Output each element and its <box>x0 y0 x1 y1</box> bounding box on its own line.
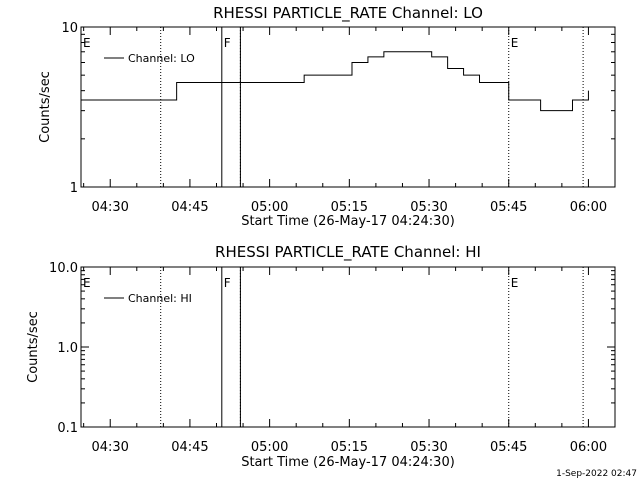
y-tick-label-hi: 1.0 <box>57 341 78 356</box>
x-tick-label-lo: 05:00 <box>251 200 288 215</box>
event-marker-e-hi: E <box>511 276 519 290</box>
event-marker-e-lo: E <box>511 36 519 50</box>
y-axis-label-hi: Counts/sec <box>26 311 41 383</box>
x-tick-label-hi: 05:30 <box>410 440 447 455</box>
x-tick-label-lo: 04:45 <box>171 200 208 215</box>
x-tick-label-hi: 05:45 <box>490 440 527 455</box>
event-marker-e-lo: E <box>83 36 91 50</box>
event-marker-f-lo: F <box>224 36 231 50</box>
x-tick-label-lo: 04:30 <box>91 200 128 215</box>
event-marker-f-hi: F <box>224 276 231 290</box>
series-line-lo <box>81 51 589 112</box>
x-axis-label-lo: Start Time (26-May-17 04:24:30) <box>241 214 455 229</box>
x-tick-label-hi: 05:00 <box>251 440 288 455</box>
x-tick-label-lo: 06:00 <box>570 200 607 215</box>
y-tick-label-lo: 1 <box>70 181 78 196</box>
y-tick-label-hi: 0.1 <box>57 421 78 436</box>
x-tick-label-hi: 04:30 <box>91 440 128 455</box>
y-tick-label-hi: 10.0 <box>49 261 78 276</box>
x-tick-label-hi: 04:45 <box>171 440 208 455</box>
y-tick-label-lo: 10 <box>61 21 78 36</box>
plot-frame-lo <box>80 26 616 188</box>
chart-title-lo: RHESSI PARTICLE_RATE Channel: LO <box>213 4 483 23</box>
legend-label-hi: Channel: HI <box>128 292 192 305</box>
x-tick-label-hi: 06:00 <box>570 440 607 455</box>
x-tick-label-hi: 05:15 <box>331 440 368 455</box>
legend-label-lo: Channel: LO <box>128 52 195 65</box>
footer-date: 1-Sep-2022 02:47 <box>556 469 637 479</box>
x-tick-label-lo: 05:45 <box>490 200 527 215</box>
panel-lo: RHESSI PARTICLE_RATE Channel: LO 1 10 04:… <box>38 4 616 229</box>
y-axis-label-lo: Counts/sec <box>38 71 53 143</box>
event-marker-e-hi: E <box>83 276 91 290</box>
x-tick-label-lo: 05:30 <box>410 200 447 215</box>
chart-title-hi: RHESSI PARTICLE_RATE Channel: HI <box>215 243 481 262</box>
panel-hi: RHESSI PARTICLE_RATE Channel: HI 0.1 1.0 1… <box>26 243 616 470</box>
x-axis-label-hi: Start Time (26-May-17 04:24:30) <box>241 455 455 470</box>
x-tick-label-lo: 05:15 <box>331 200 368 215</box>
